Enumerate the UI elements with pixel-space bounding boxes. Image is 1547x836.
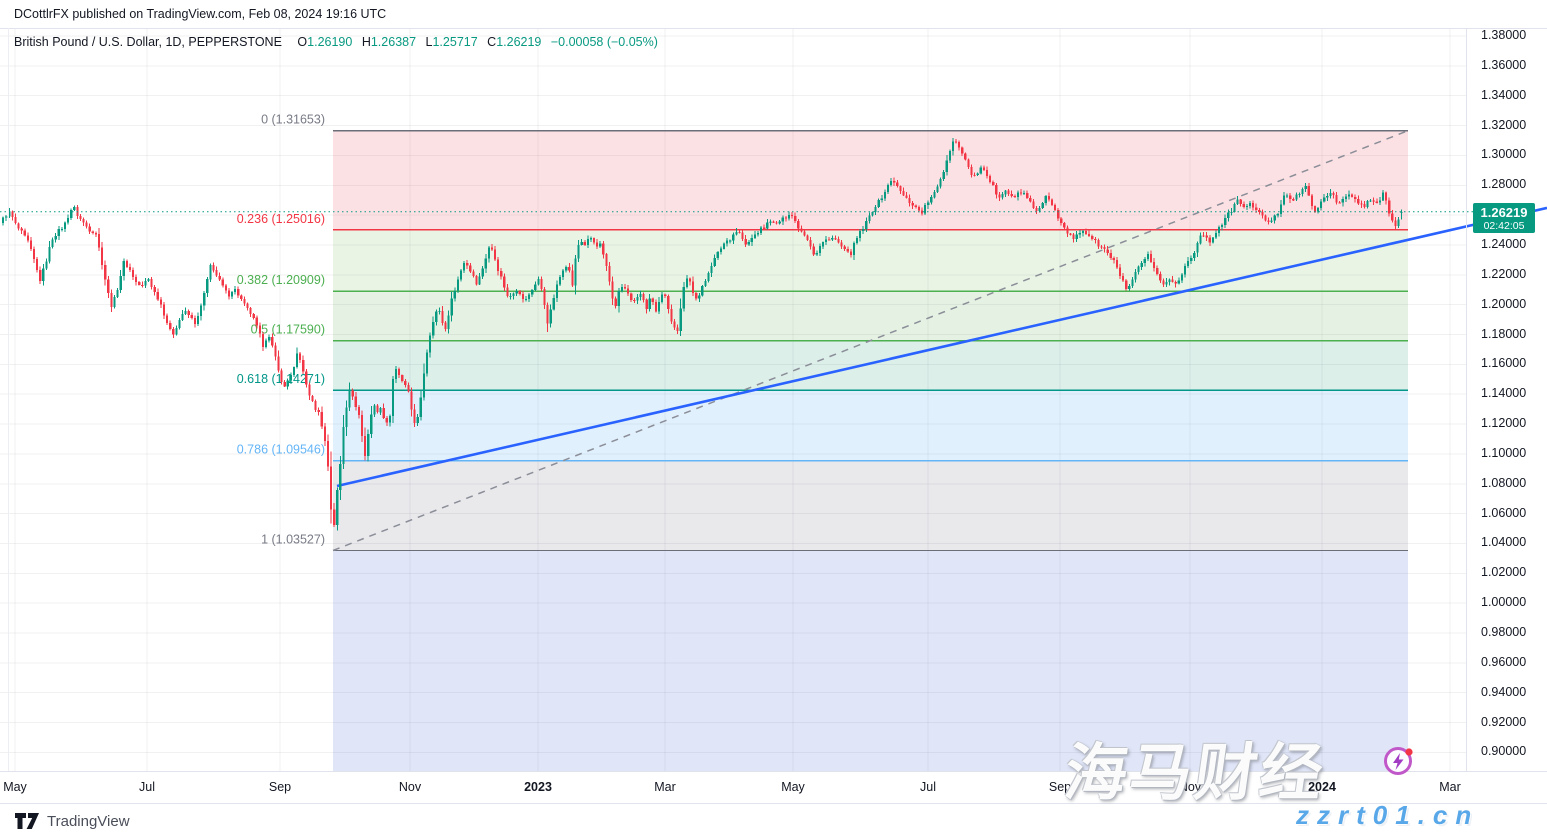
price-axis-label: 1.02000 bbox=[1481, 565, 1527, 580]
price-axis-label: 0.90000 bbox=[1481, 744, 1527, 759]
attribution-text: DCottlrFX published on TradingView.com, … bbox=[14, 7, 387, 21]
price-axis-label: 1.24000 bbox=[1481, 236, 1527, 251]
watermark-cjk-text: 海马财经 bbox=[1060, 739, 1330, 808]
price-axis-label: 1.38000 bbox=[1481, 28, 1527, 42]
time-axis[interactable]: May Jul Sep Nov 2023 Mar May Jul Sep Nov 2024 Mar bbox=[0, 772, 1547, 803]
tradingview-logo[interactable]: TradingView bbox=[14, 812, 130, 830]
svg-text:0 (1.31653): 0 (1.31653) bbox=[261, 113, 325, 127]
footer-bar: TradingView bbox=[0, 803, 1547, 836]
last-price-value: 1.26219 bbox=[1480, 205, 1528, 220]
ohlc-high-label: H bbox=[361, 35, 371, 49]
price-axis-label: 0.92000 bbox=[1481, 714, 1527, 729]
price-axis-label: 0.94000 bbox=[1481, 684, 1527, 699]
price-axis-label: 1.32000 bbox=[1481, 117, 1527, 132]
price-axis-label: 1.06000 bbox=[1481, 505, 1527, 520]
ohlc-open-label: O bbox=[297, 35, 308, 49]
price-axis-label: 1.08000 bbox=[1481, 475, 1527, 490]
tradingview-logo-icon bbox=[15, 813, 39, 829]
svg-text:0.5 (1.17590): 0.5 (1.17590) bbox=[251, 323, 325, 337]
ohlc-low-label: L bbox=[425, 35, 433, 49]
time-axis-label: 2024 bbox=[1308, 780, 1336, 794]
time-axis-label: Jul bbox=[920, 780, 936, 794]
candlestick-chart[interactable]: 0 (1.31653) 0.236 (1.25016) 0.382 (1.20909… bbox=[0, 28, 1547, 772]
price-axis-label: 1.30000 bbox=[1481, 147, 1527, 162]
ohlc-low-value: 1.25717 bbox=[432, 35, 478, 49]
price-axis-label: 1.18000 bbox=[1481, 326, 1527, 341]
price-axis-label: 0.96000 bbox=[1481, 654, 1527, 669]
price-axis-label: 1.12000 bbox=[1481, 416, 1527, 431]
time-axis-label: May bbox=[3, 780, 27, 794]
price-axis-label: 1.36000 bbox=[1481, 57, 1527, 72]
price-axis-label: 1.34000 bbox=[1481, 87, 1527, 102]
price-axis-label: 1.16000 bbox=[1481, 356, 1527, 371]
price-axis-label: 1.00000 bbox=[1481, 595, 1527, 610]
bar-countdown: 02:42:05 bbox=[1483, 220, 1525, 232]
time-axis-label: Nov bbox=[1178, 780, 1202, 794]
symbol-title: British Pound / U.S. Dollar, 1D, PEPPERS… bbox=[14, 35, 282, 49]
price-axis-label: 1.04000 bbox=[1481, 535, 1527, 550]
svg-text:1 (1.03527): 1 (1.03527) bbox=[261, 533, 325, 547]
time-axis-label: May bbox=[781, 780, 805, 794]
time-axis-label: Nov bbox=[398, 780, 422, 794]
time-axis-label: Sep bbox=[1048, 780, 1072, 794]
change-value: −0.00058 (−0.05%) bbox=[550, 35, 658, 49]
svg-text:0.236 (1.25016): 0.236 (1.25016) bbox=[237, 212, 325, 226]
price-axis-label: 1.28000 bbox=[1481, 177, 1527, 192]
time-axis-label: Sep bbox=[268, 780, 292, 794]
ohlc-open-value: 1.26190 bbox=[307, 35, 353, 49]
price-axis-label: 1.22000 bbox=[1481, 266, 1527, 281]
chart-legend: British Pound / U.S. Dollar, 1D, PEPPERS… bbox=[14, 35, 658, 49]
last-price-badge: 1.26219 02:42:05 bbox=[1473, 203, 1535, 233]
price-axis-label: 1.14000 bbox=[1481, 386, 1527, 401]
time-axis-label: Mar bbox=[1439, 780, 1461, 794]
time-axis-label: Jul bbox=[139, 780, 155, 794]
price-axis-label: 1.10000 bbox=[1481, 445, 1527, 460]
tradingview-logo-text: TradingView bbox=[47, 812, 130, 830]
ohlc-close-label: C bbox=[487, 35, 497, 49]
ohlc-high-value: 1.26387 bbox=[370, 35, 417, 49]
price-axis-label: 0.98000 bbox=[1481, 625, 1527, 639]
lightning-bolt-icon bbox=[1382, 744, 1416, 783]
time-axis-label: Mar bbox=[654, 780, 676, 794]
price-axis-label: 1.20000 bbox=[1481, 296, 1527, 311]
time-axis-label: 2023 bbox=[524, 780, 552, 794]
watermark-site-text: zzrt01.cn bbox=[1296, 800, 1480, 830]
ohlc-close-value: 1.26219 bbox=[496, 35, 542, 49]
svg-text:0.786 (1.09546): 0.786 (1.09546) bbox=[237, 443, 325, 457]
svg-text:0.382 (1.20909): 0.382 (1.20909) bbox=[237, 273, 325, 287]
